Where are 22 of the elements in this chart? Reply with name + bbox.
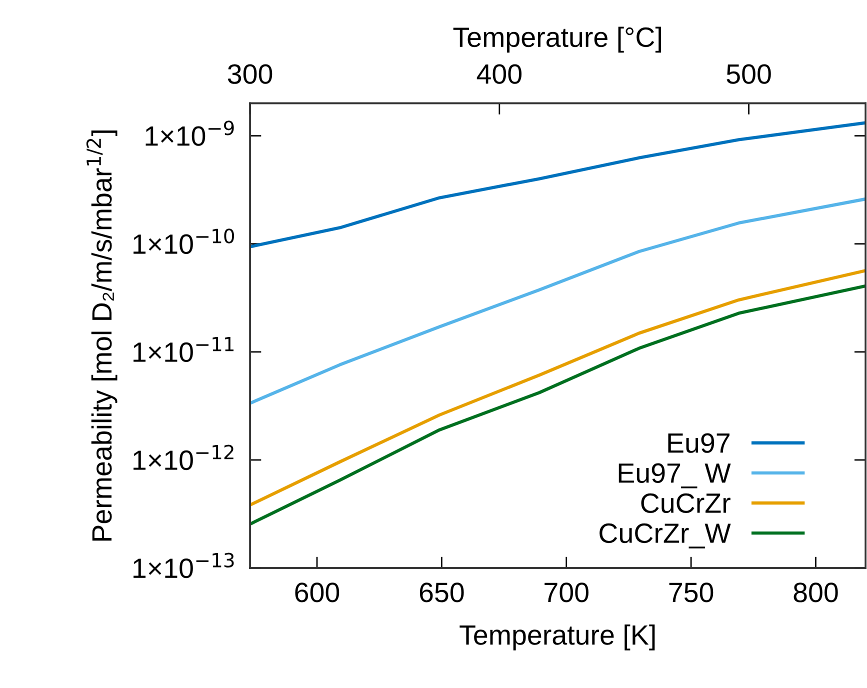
x-axis-title: Temperature [K] — [460, 624, 655, 650]
x2-axis-title: Temperature [°C] — [453, 26, 661, 53]
x2-tick-label: 500 — [726, 64, 771, 84]
legend-label: Eu97 — [668, 433, 730, 453]
line-series — [250, 121, 866, 248]
y-tick-label: 1×10$^{−10}$ — [134, 228, 234, 254]
x2-tick-label: 400 — [476, 64, 522, 84]
y-axis-title: Permeability [mol D₂/m/s/mbar$^{1/2}$] — [86, 130, 118, 541]
x-tick-label: 650 — [420, 582, 464, 602]
y-tick-label: 1×10$^{−9}$ — [146, 120, 234, 146]
legend-label: Eu97_ W — [618, 463, 731, 488]
x-tick-label: 600 — [295, 582, 340, 602]
y-tick-label: 1×10$^{−13}$ — [134, 552, 234, 578]
legend-label: CuCrZr — [641, 493, 730, 514]
legend-label: CuCrZr_W — [600, 523, 731, 548]
x-tick-label: 800 — [794, 582, 838, 602]
x-tick-label: 750 — [669, 582, 714, 602]
x2-tick-label: 300 — [228, 64, 272, 84]
line-series — [250, 197, 866, 405]
x-tick-label: 700 — [544, 582, 588, 602]
y-tick-label: 1×10$^{−12}$ — [134, 444, 234, 470]
y-tick-label: 1×10$^{−11}$ — [134, 336, 234, 362]
